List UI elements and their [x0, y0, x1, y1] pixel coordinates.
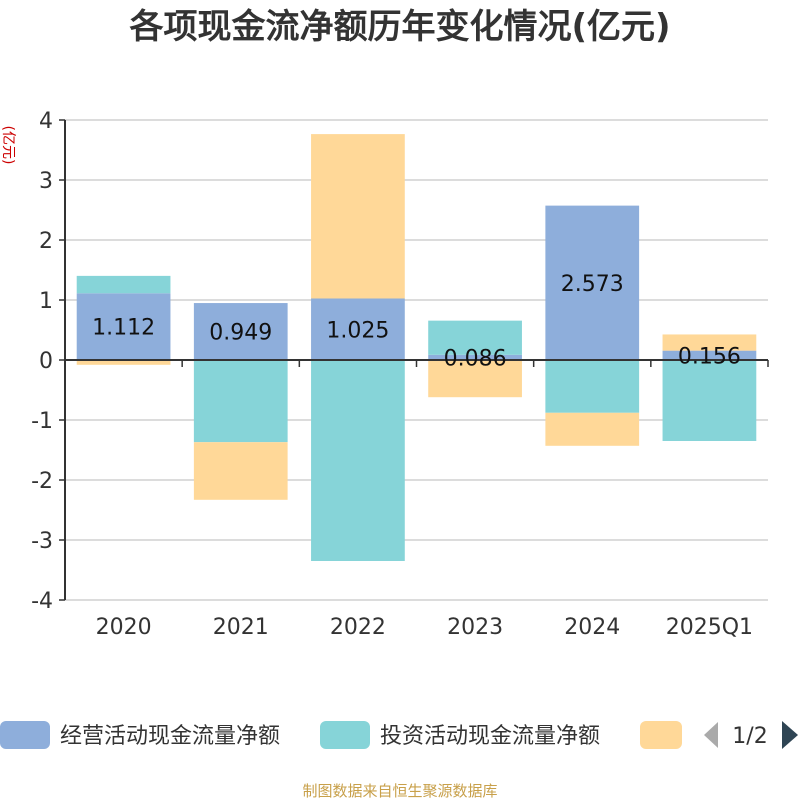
y-tick-label: 2: [39, 229, 53, 254]
legend-next-icon[interactable]: [782, 721, 798, 749]
data-label: 1.025: [326, 318, 389, 343]
x-tick-label: 2023: [447, 615, 503, 640]
bar-series-3-2024: [545, 412, 640, 446]
chart-title: 各项现金流净额历年变化情况(亿元): [129, 7, 670, 47]
legend-swatch-2[interactable]: [320, 721, 370, 749]
x-tick-label: 2025Q1: [666, 615, 753, 640]
bar-series-1-2024: [545, 205, 640, 360]
bar-series-2-2024: [545, 360, 640, 413]
x-tick-label: 2022: [330, 615, 386, 640]
legend-label-1[interactable]: 经营活动现金流量净额: [60, 724, 280, 749]
source-note: 制图数据来自恒生聚源数据库: [302, 782, 497, 800]
bar-series-2-2021: [193, 360, 288, 443]
y-tick-label: 4: [39, 109, 53, 134]
bar-series-1-2020: [76, 293, 171, 360]
bar-series-1-2021: [193, 303, 288, 360]
legend-prev-icon[interactable]: [704, 722, 718, 748]
y-tick-label: -2: [31, 469, 53, 494]
y-tick-label: 0: [39, 349, 53, 374]
y-tick-label: -4: [31, 589, 53, 614]
bar-series-1-2023: [428, 354, 522, 360]
data-label: 2.573: [561, 272, 624, 297]
legend: 经营活动现金流量净额 投资活动现金流量净额 1/2: [0, 721, 798, 749]
data-label: 0.086: [444, 346, 507, 371]
y-tick-label: 3: [39, 169, 53, 194]
legend-swatch-3[interactable]: [640, 721, 682, 749]
bar-series-3-2020: [76, 360, 171, 365]
y-tick-label: 1: [39, 289, 53, 314]
axes: 4 3 2 1 0 -1 -2 -3 -4 2020 2021 2022 2023 2024 2025Q1: [31, 109, 769, 640]
y-axis-label: (亿元): [0, 126, 16, 165]
bar-series-2-2022: [311, 360, 405, 561]
x-tick-label: 2021: [213, 615, 269, 640]
bar-series-1-2022: [311, 298, 405, 360]
data-labels: 1.112 0.949 1.025 0.086 2.573 0.156: [92, 272, 741, 372]
bar-series-3-2022: [311, 134, 405, 299]
bars: [76, 134, 757, 561]
bar-series-3-2021: [193, 442, 288, 500]
bar-series-3-2025Q1: [662, 334, 757, 351]
legend-page-indicator: 1/2: [732, 724, 767, 749]
y-tick-label: -3: [31, 529, 53, 554]
x-tick-label: 2020: [96, 615, 152, 640]
bar-series-2-2023: [428, 320, 522, 355]
data-label: 0.156: [678, 344, 741, 369]
bar-series-1-2025Q1: [662, 350, 757, 360]
data-label: 0.949: [209, 321, 272, 346]
y-tick-label: -1: [31, 409, 53, 434]
bar-series-2-2020: [76, 275, 171, 294]
bar-series-2-2025Q1: [662, 360, 757, 441]
legend-swatch-1[interactable]: [0, 721, 50, 749]
bar-series-3-2023: [428, 360, 522, 398]
x-tick-label: 2024: [564, 615, 620, 640]
data-label: 1.112: [92, 316, 155, 341]
legend-label-2[interactable]: 投资活动现金流量净额: [380, 724, 600, 749]
